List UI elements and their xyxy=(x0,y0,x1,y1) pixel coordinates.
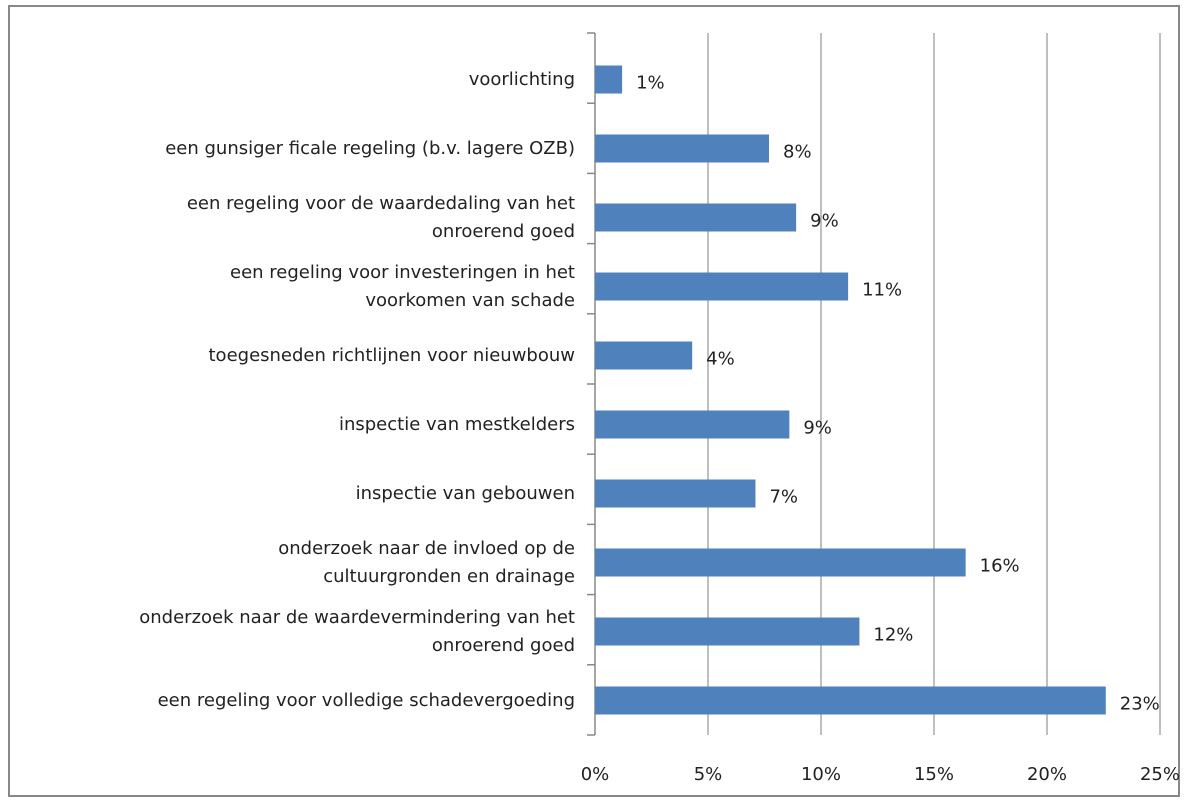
x-tick-label: 25% xyxy=(1140,764,1180,785)
data-label: 11% xyxy=(862,280,902,301)
data-label: 9% xyxy=(810,211,839,232)
category-label: inspectie van mestkelders xyxy=(338,413,575,435)
category-label: een gunsiger ficale regeling (b.v. lager… xyxy=(165,137,575,159)
bar xyxy=(595,203,797,232)
category-label: onderzoek naar de waardevermindering van… xyxy=(139,606,575,656)
data-label: 9% xyxy=(803,418,832,439)
bar xyxy=(595,617,860,646)
category-label: een regeling voor volledige schadevergoe… xyxy=(157,689,575,711)
bar xyxy=(595,65,623,94)
category-label: inspectie van gebouwen xyxy=(355,482,575,504)
frame xyxy=(8,5,1180,797)
category-label: een regeling voor de waardedaling van he… xyxy=(186,192,575,242)
x-tick-label: 0% xyxy=(581,764,610,785)
category-label: voorlichting xyxy=(468,68,575,90)
bar xyxy=(595,410,790,439)
data-label: 23% xyxy=(1120,694,1160,715)
data-label: 8% xyxy=(783,142,812,163)
category-label: onderzoek naar de invloed op de cultuurg… xyxy=(278,537,575,587)
category-label: een regeling voor investeringen in het v… xyxy=(230,261,575,311)
bar xyxy=(595,686,1106,715)
bar xyxy=(595,134,770,163)
data-label: 12% xyxy=(873,625,913,646)
x-tick-label: 5% xyxy=(694,764,723,785)
data-label: 4% xyxy=(706,349,735,370)
x-tick-label: 15% xyxy=(914,764,954,785)
x-tick-label: 10% xyxy=(801,764,841,785)
data-label: 7% xyxy=(769,487,798,508)
data-label: 16% xyxy=(980,556,1020,577)
bar xyxy=(595,341,693,370)
bar xyxy=(595,479,756,508)
category-label: toegesneden richtlijnen voor nieuwbouw xyxy=(208,344,576,366)
bar xyxy=(595,548,966,577)
bar xyxy=(595,272,849,301)
x-tick-label: 20% xyxy=(1027,764,1067,785)
data-label: 1% xyxy=(636,73,665,94)
